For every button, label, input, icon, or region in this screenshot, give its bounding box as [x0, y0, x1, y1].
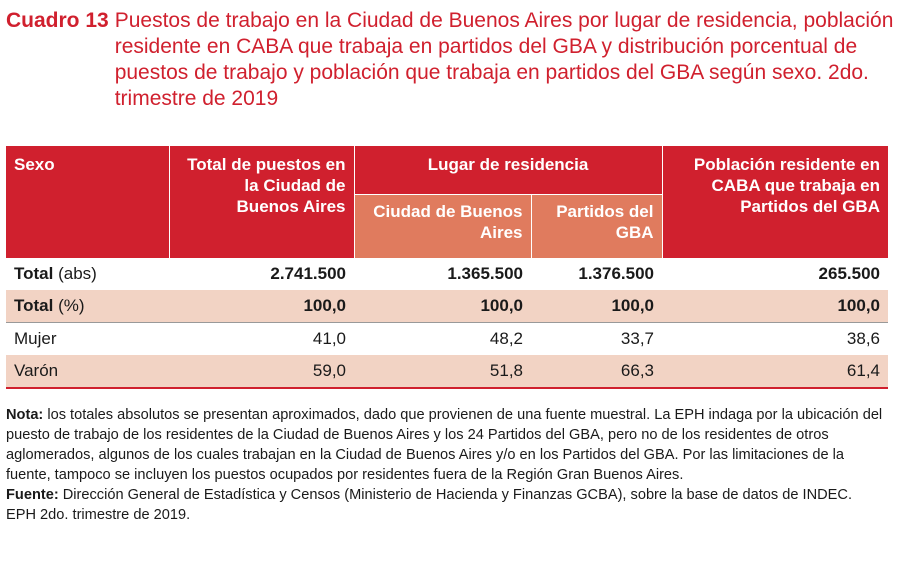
- table-title: Cuadro 13 Puestos de trabajo en la Ciuda…: [6, 8, 894, 112]
- source-text: Dirección General de Estadística y Censo…: [6, 487, 852, 523]
- table-cell: 59,0: [169, 355, 354, 389]
- source-label: Fuente:: [6, 487, 59, 503]
- table-cell: 61,4: [662, 355, 888, 389]
- table-cell: 2.741.500: [270, 264, 346, 283]
- header-sexo: Sexo: [6, 146, 169, 258]
- table-row: Total (%) 100,0 100,0 100,0 100,0: [6, 290, 888, 323]
- data-table: Sexo Total de puestos en la Ciudad de Bu…: [6, 146, 888, 389]
- header-partidos: Partidos del GBA: [530, 194, 662, 258]
- note-text: los totales absolutos se presentan aprox…: [6, 407, 883, 483]
- header-ciudad: Ciudad de Buenos Aires: [353, 194, 531, 258]
- table-cell: 1.376.500: [578, 264, 654, 283]
- table-cell: 38,6: [662, 322, 888, 355]
- table-row: Mujer 41,0 48,2 33,7 38,6: [6, 322, 888, 355]
- table-cell: 265.500: [818, 264, 880, 283]
- table-cell: 100,0: [531, 290, 662, 323]
- table-caption: Puestos de trabajo en la Ciudad de Bueno…: [114, 9, 894, 110]
- header-total: Total de puestos en la Ciudad de Buenos …: [168, 146, 354, 258]
- table-cell: 41,0: [169, 322, 354, 355]
- table-cell: 100,0: [354, 290, 531, 323]
- row-label: Total (%): [6, 290, 169, 323]
- header-poblacion: Población residente en CABA que trabaja …: [661, 146, 888, 258]
- note-label: Nota:: [6, 407, 44, 423]
- row-label: Total (abs): [14, 264, 97, 283]
- table-cell: 51,8: [354, 355, 531, 389]
- table-cell: 100,0: [662, 290, 888, 323]
- source-paragraph: Fuente: Dirección General de Estadística…: [6, 485, 886, 525]
- header-lugar: Lugar de residencia: [353, 146, 662, 195]
- table-notes: Nota: los totales absolutos se presentan…: [6, 405, 886, 525]
- table-cell: 100,0: [169, 290, 354, 323]
- row-label: Varón: [6, 355, 169, 389]
- table-row: Varón 59,0 51,8 66,3 61,4: [6, 355, 888, 389]
- table-cell: 33,7: [531, 322, 662, 355]
- table-cell: 48,2: [354, 322, 531, 355]
- table-cell: 1.365.500: [447, 264, 523, 283]
- table-row: Total (abs) 2.741.500 1.365.500 1.376.50…: [6, 258, 888, 290]
- row-label: Mujer: [6, 322, 169, 355]
- table-cell: 66,3: [531, 355, 662, 389]
- table-number: Cuadro 13: [6, 9, 109, 32]
- note-paragraph: Nota: los totales absolutos se presentan…: [6, 405, 886, 485]
